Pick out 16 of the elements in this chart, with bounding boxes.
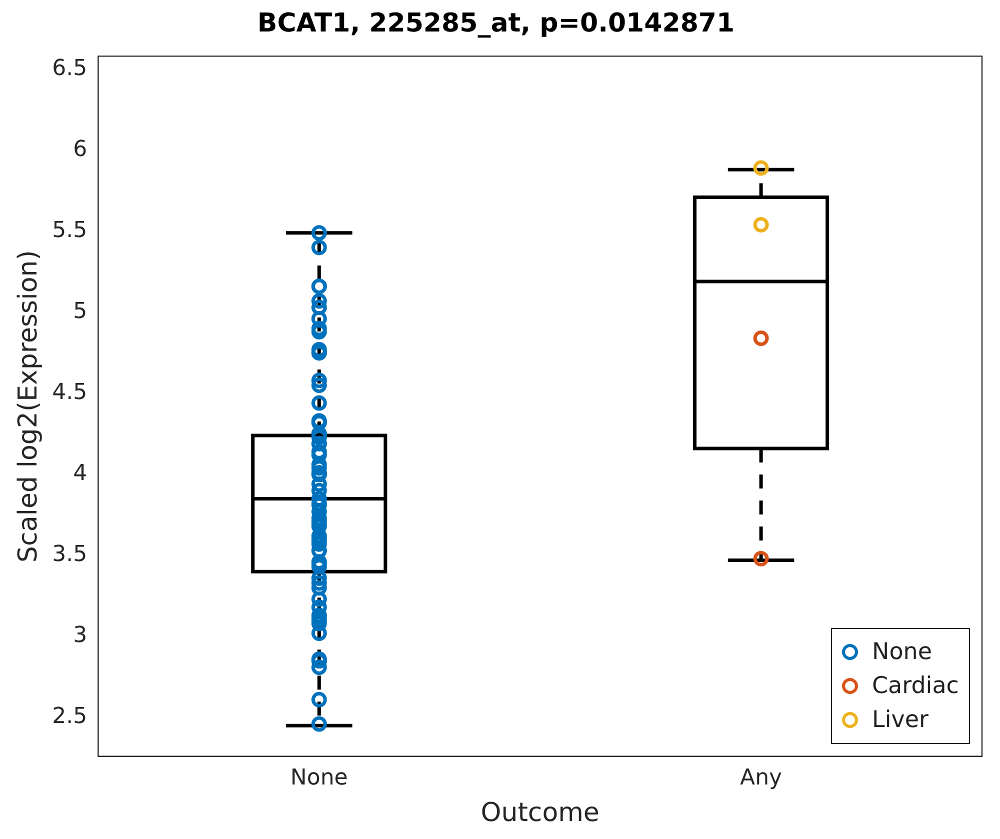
y-tick-label: 5.5 [52, 218, 88, 243]
chart-title: BCAT1, 225285_at, p=0.0142871 [257, 8, 735, 38]
y-tick-label: 3.5 [52, 542, 88, 568]
x-tick-label: Any [740, 765, 782, 790]
legend-label: Cardiac [872, 672, 959, 702]
y-tick-label: 6.5 [52, 56, 88, 81]
y-tick-label: 5 [73, 299, 88, 324]
legend-label: Liver [872, 706, 928, 736]
y-tick-label: 2.5 [52, 704, 88, 730]
y-tick-label: 6 [73, 136, 88, 162]
y-tick-label: 4 [73, 461, 88, 486]
legend-label: None [872, 638, 932, 668]
y-tick-label: 4.5 [52, 380, 88, 406]
y-axis-title: Scaled log2(Expression) [13, 250, 44, 562]
x-axis-title: Outcome [480, 798, 600, 828]
y-tick-label: 3 [73, 623, 88, 648]
